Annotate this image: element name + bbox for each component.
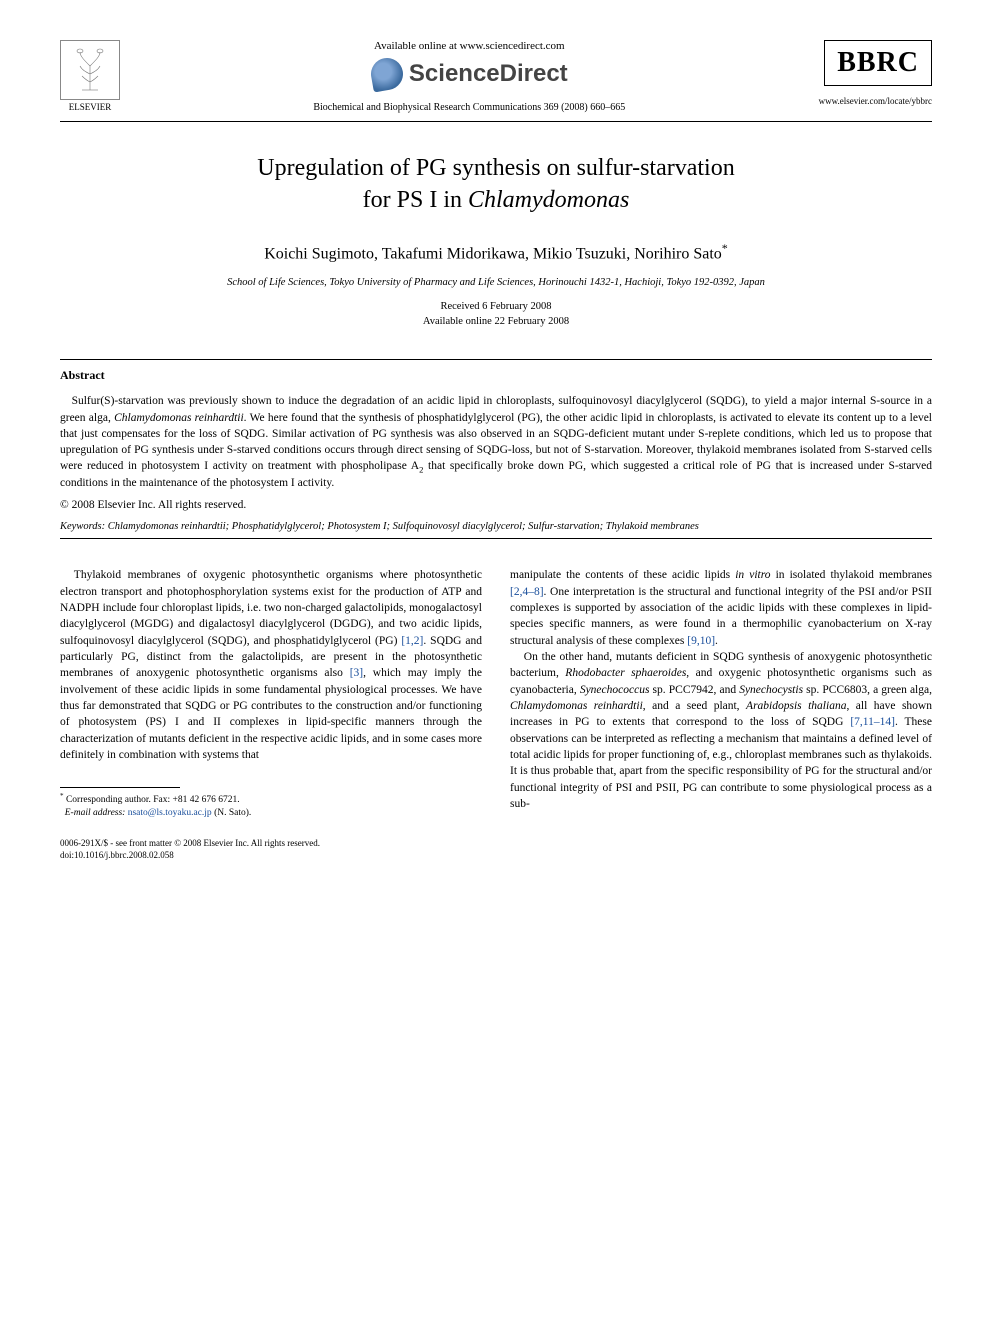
ref-3[interactable]: [3] xyxy=(350,667,363,679)
col2-p1: manipulate the contents of these acidic … xyxy=(510,567,932,649)
corresponding-marker: * xyxy=(722,241,728,255)
elsevier-tree-icon xyxy=(60,40,120,100)
author-list: Koichi Sugimoto, Takafumi Midorikawa, Mi… xyxy=(264,245,722,262)
affiliation: School of Life Sciences, Tokyo Universit… xyxy=(60,277,932,288)
c2p2d: Synechococcus xyxy=(580,684,650,696)
journal-reference: Biochemical and Biophysical Research Com… xyxy=(120,102,819,113)
c2p2f: Synechocystis xyxy=(739,684,803,696)
ref-2-4-8[interactable]: [2,4–8] xyxy=(510,586,544,598)
title-line1: Upregulation of PG synthesis on sulfur-s… xyxy=(257,155,734,181)
online-date: Available online 22 February 2008 xyxy=(423,316,569,327)
column-left: Thylakoid membranes of oxygenic photosyn… xyxy=(60,567,482,820)
abstract-heading: Abstract xyxy=(60,368,932,383)
dates: Received 6 February 2008 Available onlin… xyxy=(60,300,932,329)
c2p2h: Chlamydomonas reinhardtii xyxy=(510,700,643,712)
c2p2e: sp. PCC7942, and xyxy=(649,684,739,696)
abs-seg-b: Chlamydomonas reinhardtii xyxy=(114,412,244,424)
keywords-text: Chlamydomonas reinhardtii; Phosphatidylg… xyxy=(105,521,699,532)
abstract-body: Sulfur(S)-starvation was previously show… xyxy=(60,393,932,491)
c2p2i: , and a seed plant, xyxy=(643,700,746,712)
ref-7-11-14[interactable]: [7,11–14] xyxy=(850,716,895,728)
footnotes: * Corresponding author. Fax: +81 42 676 … xyxy=(60,792,482,820)
title-line2-ital: Chlamydomonas xyxy=(468,187,629,213)
c2p2l: . These observations can be interpreted … xyxy=(510,716,932,810)
abstract-copyright: © 2008 Elsevier Inc. All rights reserved… xyxy=(60,499,932,511)
authors: Koichi Sugimoto, Takafumi Midorikawa, Mi… xyxy=(60,241,932,263)
c2p1d: . xyxy=(715,635,718,647)
doi: doi:10.1016/j.bbrc.2008.02.058 xyxy=(60,850,932,862)
col2-p2: On the other hand, mutants deficient in … xyxy=(510,649,932,812)
column-right: manipulate the contents of these acidic … xyxy=(510,567,932,820)
sciencedirect-logo: ScienceDirect xyxy=(120,58,819,90)
c2p1c: . One interpretation is the structural a… xyxy=(510,586,932,647)
c2p2b: Rhodobacter sphaeroides xyxy=(565,667,686,679)
sciencedirect-text: ScienceDirect xyxy=(409,60,568,88)
title-line2-pre: for PS I in xyxy=(363,187,468,213)
center-header: Available online at www.sciencedirect.co… xyxy=(120,40,819,113)
keywords: Keywords: Chlamydomonas reinhardtii; Pho… xyxy=(60,521,932,532)
c2p1a: manipulate the contents of these acidic … xyxy=(510,569,735,581)
sciencedirect-icon xyxy=(368,55,405,92)
ref-1-2[interactable]: [1,2] xyxy=(401,635,423,647)
keywords-rule xyxy=(60,538,932,539)
header-row: ELSEVIER Available online at www.science… xyxy=(60,40,932,113)
abstract-top-rule xyxy=(60,359,932,360)
c2p1a-ital: in vitro xyxy=(735,569,770,581)
ref-9-10[interactable]: [9,10] xyxy=(687,635,715,647)
bottom-info: 0006-291X/$ - see front matter © 2008 El… xyxy=(60,838,932,861)
locate-link: www.elsevier.com/locate/ybbrc xyxy=(819,96,932,106)
article-title: Upregulation of PG synthesis on sulfur-s… xyxy=(60,152,932,217)
bbrc-logo: BBRC xyxy=(824,40,932,86)
c2p2j: Arabidopsis thaliana xyxy=(746,700,846,712)
footnote-corr: * Corresponding author. Fax: +81 42 676 … xyxy=(60,792,482,807)
c2p2g: sp. PCC6803, a green alga, xyxy=(803,684,932,696)
keywords-label: Keywords: xyxy=(60,521,105,532)
available-online: Available online at www.sciencedirect.co… xyxy=(120,40,819,52)
email-link[interactable]: nsato@ls.toyaku.ac.jp xyxy=(128,808,212,818)
footnote-separator xyxy=(60,787,180,788)
elsevier-text: ELSEVIER xyxy=(69,102,112,112)
c1p1c: , which may imply the involvement of the… xyxy=(60,667,482,761)
c2p1b: in isolated thylakoid membranes xyxy=(771,569,932,581)
header-rule xyxy=(60,121,932,122)
received-date: Received 6 February 2008 xyxy=(440,301,551,312)
body-columns: Thylakoid membranes of oxygenic photosyn… xyxy=(60,567,932,820)
footnote-email: E-mail address: nsato@ls.toyaku.ac.jp (N… xyxy=(60,807,482,820)
bbrc-box: BBRC www.elsevier.com/locate/ybbrc xyxy=(819,40,932,106)
front-matter: 0006-291X/$ - see front matter © 2008 El… xyxy=(60,838,932,850)
elsevier-logo: ELSEVIER xyxy=(60,40,120,112)
col1-p1: Thylakoid membranes of oxygenic photosyn… xyxy=(60,567,482,763)
